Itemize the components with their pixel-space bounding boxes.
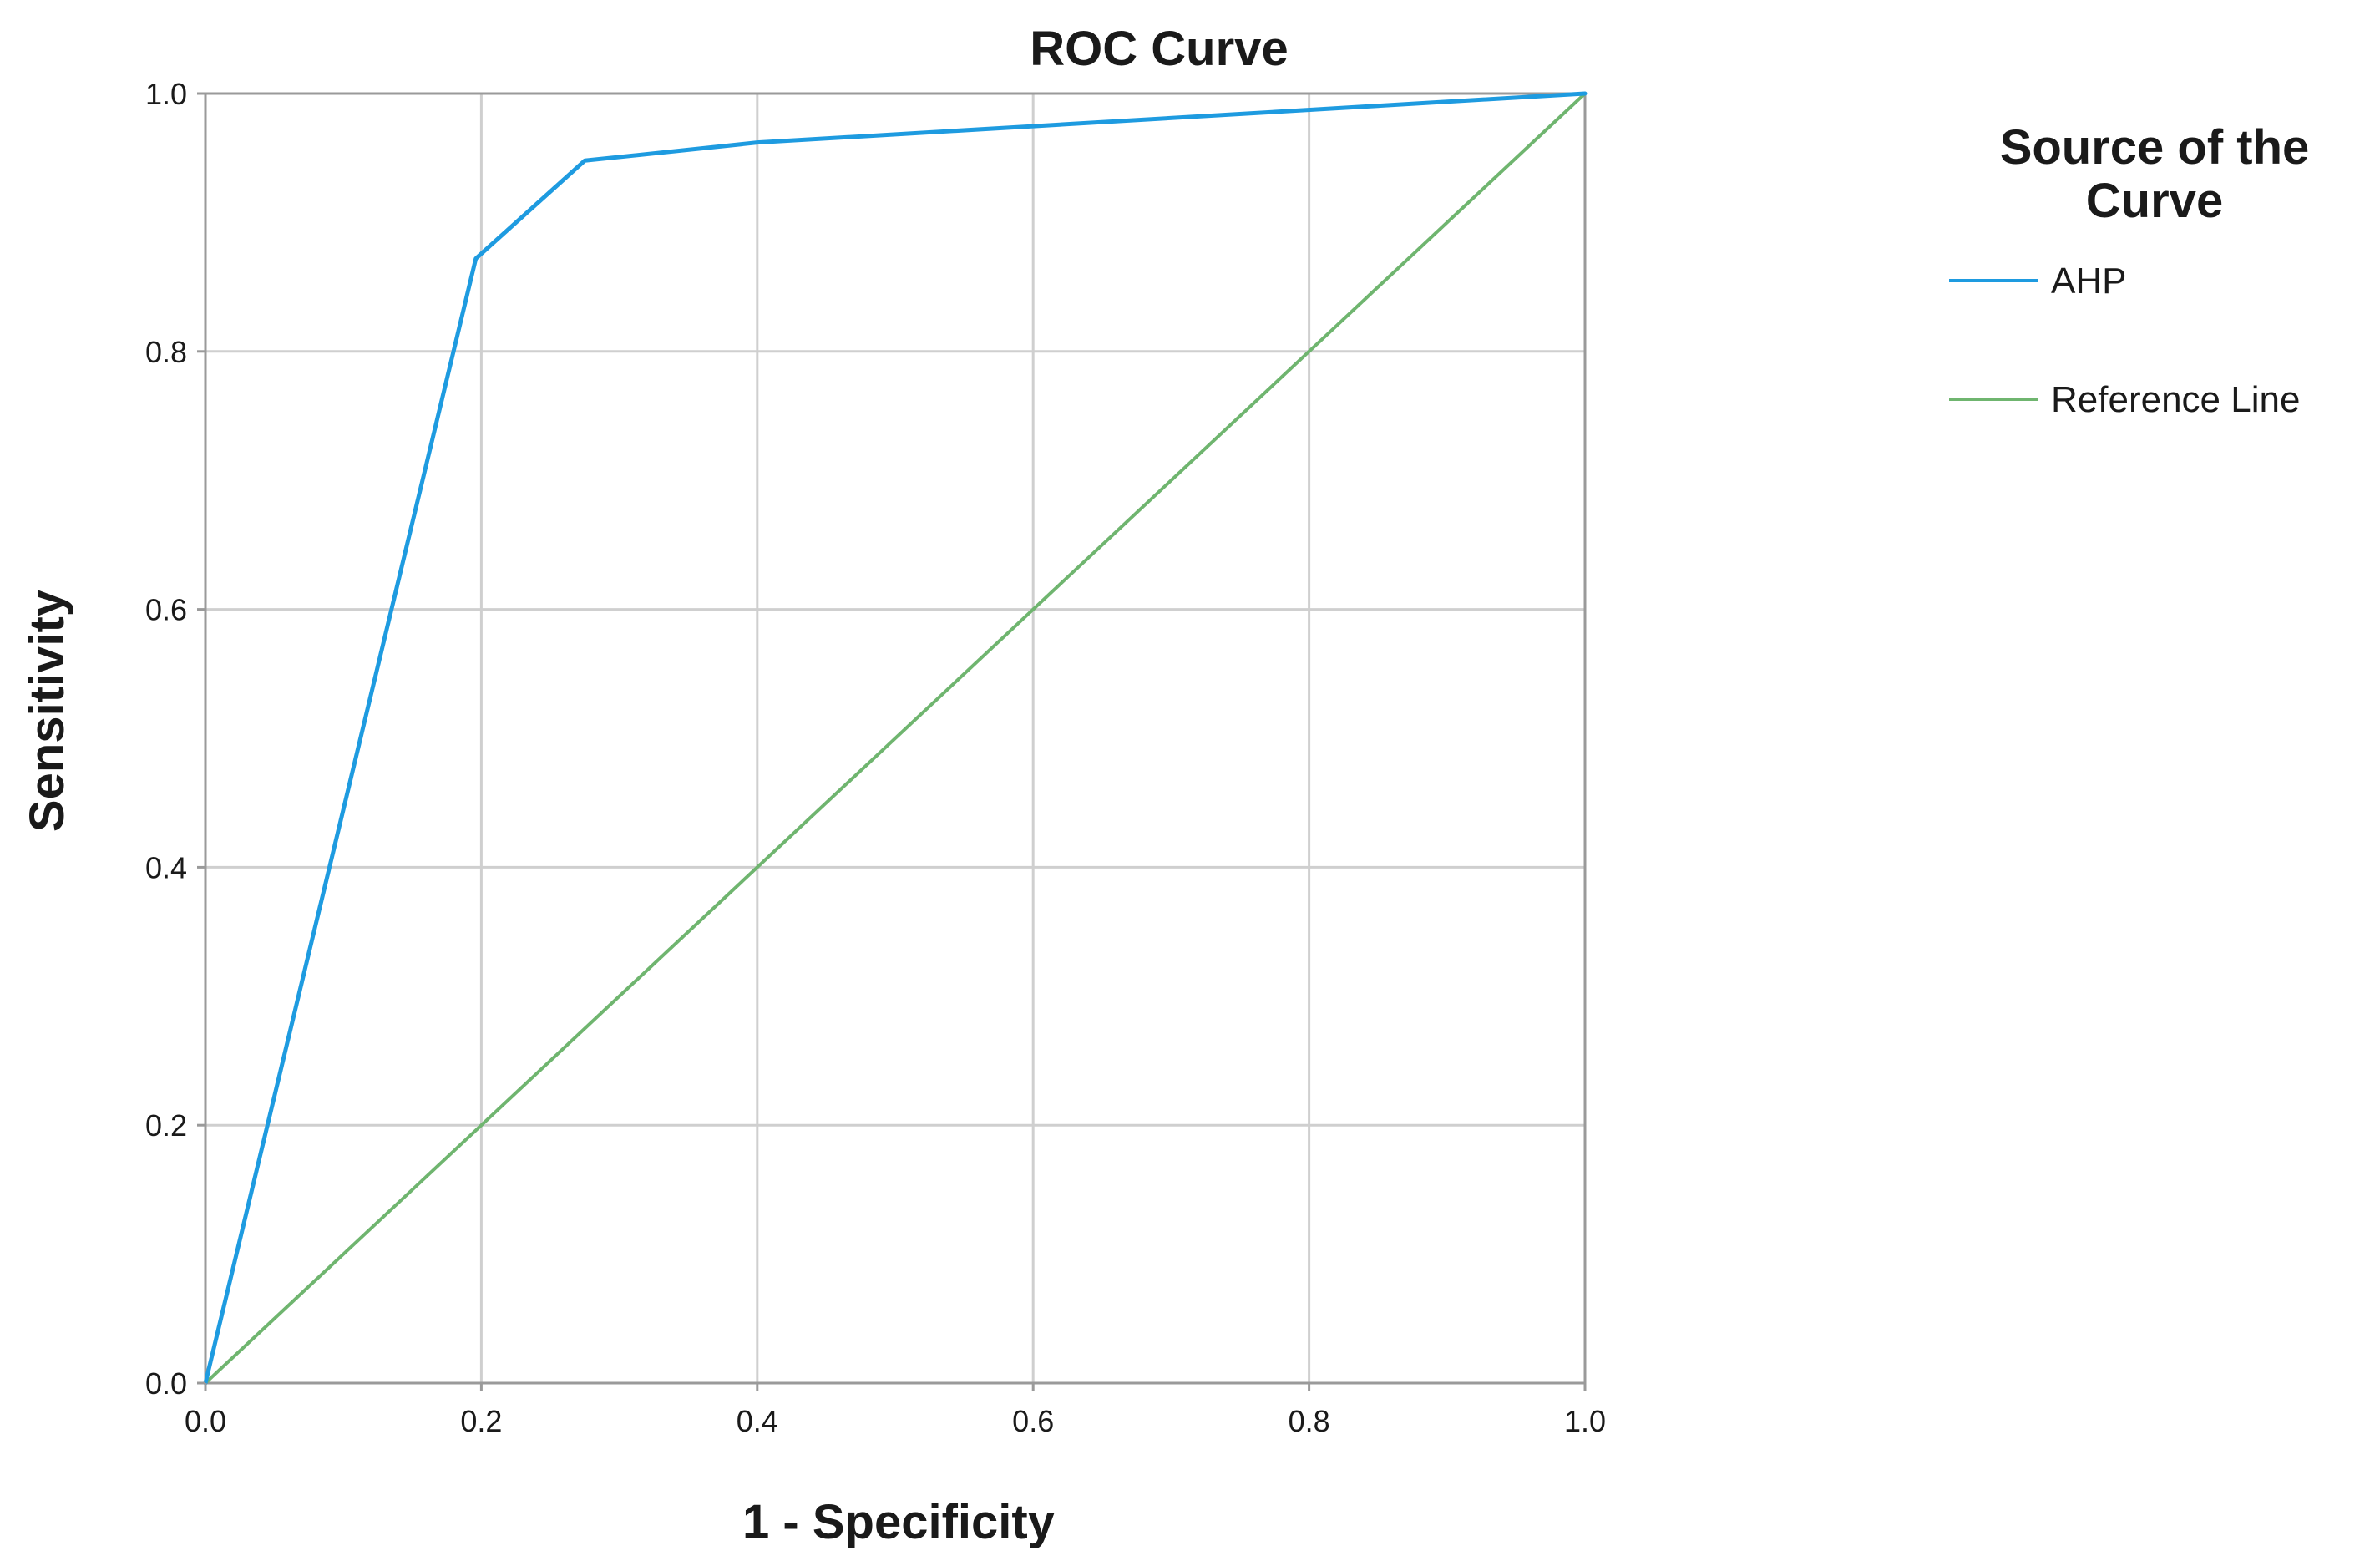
x-tick-label: 0.0 <box>185 1404 226 1438</box>
series-layer <box>203 91 1588 1386</box>
x-axis-title: 1 - Specificity <box>742 1495 1055 1549</box>
legend-title-line-1: Source of the <box>2000 120 2310 175</box>
reference-line-series-line <box>204 92 1587 1385</box>
y-tick-label: 1.0 <box>145 77 187 111</box>
legend: Source of the Curve AHP Reference Line <box>1949 120 2309 420</box>
x-tick-label: 0.6 <box>1012 1404 1054 1438</box>
legend-items: AHP Reference Line <box>1949 261 2300 420</box>
x-tick-label: 0.4 <box>737 1404 778 1438</box>
y-tick-label: 0.4 <box>145 850 187 884</box>
x-tick-label: 1.0 <box>1564 1404 1606 1438</box>
legend-title-line-2: Curve <box>2086 174 2223 228</box>
x-tick-label: 0.8 <box>1289 1404 1330 1438</box>
y-tick-label: 0.8 <box>145 335 187 369</box>
chart-title: ROC Curve <box>1030 22 1288 76</box>
ahp-series-line <box>203 91 1588 1386</box>
legend-label-ahp: AHP <box>2051 261 2126 302</box>
y-axis-title: Sensitivity <box>20 590 74 832</box>
y-tick-label: 0.0 <box>145 1366 187 1401</box>
y-tick-label: 0.6 <box>145 593 187 627</box>
y-tick-labels: 0.0 0.2 0.4 0.6 0.8 1.0 <box>145 77 205 1401</box>
x-tick-labels: 0.0 0.2 0.4 0.6 0.8 1.0 <box>185 1383 1606 1438</box>
y-tick-label: 0.2 <box>145 1108 187 1143</box>
plot-frame <box>204 92 1587 1385</box>
legend-label-reference-line: Reference Line <box>2051 379 2300 420</box>
x-tick-label: 0.2 <box>460 1404 502 1438</box>
